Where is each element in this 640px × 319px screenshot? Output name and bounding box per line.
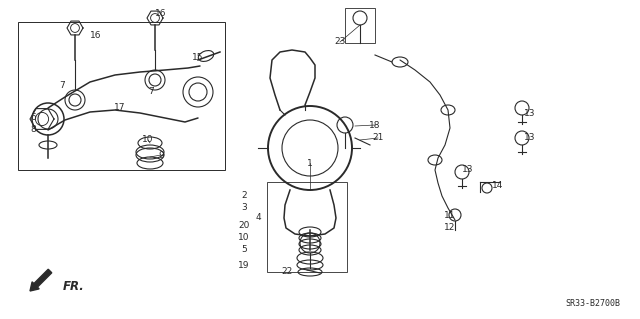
Text: 5: 5 <box>241 244 247 254</box>
Text: 10: 10 <box>238 233 250 241</box>
Text: 6: 6 <box>30 114 36 122</box>
Text: 20: 20 <box>238 220 250 229</box>
Text: 12: 12 <box>444 222 456 232</box>
Text: 8: 8 <box>30 124 36 133</box>
Text: 10: 10 <box>142 136 154 145</box>
Bar <box>18 22 225 170</box>
Text: 17: 17 <box>115 102 125 112</box>
Text: 7: 7 <box>148 87 154 97</box>
Text: 21: 21 <box>372 133 384 143</box>
Text: 16: 16 <box>156 9 167 18</box>
Text: 16: 16 <box>90 31 102 40</box>
FancyArrow shape <box>30 269 52 291</box>
Text: 23: 23 <box>334 38 346 47</box>
Text: 1: 1 <box>307 159 313 167</box>
Text: 13: 13 <box>524 108 536 117</box>
Text: 14: 14 <box>492 181 504 189</box>
Text: SR33-B2700B: SR33-B2700B <box>565 299 620 308</box>
Text: 9: 9 <box>158 151 164 160</box>
Text: 13: 13 <box>524 133 536 143</box>
Text: 7: 7 <box>59 80 65 90</box>
Bar <box>267 182 347 272</box>
Bar <box>345 8 375 43</box>
Text: 18: 18 <box>369 121 381 130</box>
Text: 2: 2 <box>241 191 247 201</box>
Text: 3: 3 <box>241 204 247 212</box>
Text: 15: 15 <box>192 54 204 63</box>
Text: 19: 19 <box>238 261 250 270</box>
Text: 22: 22 <box>282 268 292 277</box>
Text: 11: 11 <box>444 211 456 220</box>
Text: FR.: FR. <box>63 280 84 293</box>
Text: 13: 13 <box>462 165 474 174</box>
Text: 4: 4 <box>255 213 261 222</box>
